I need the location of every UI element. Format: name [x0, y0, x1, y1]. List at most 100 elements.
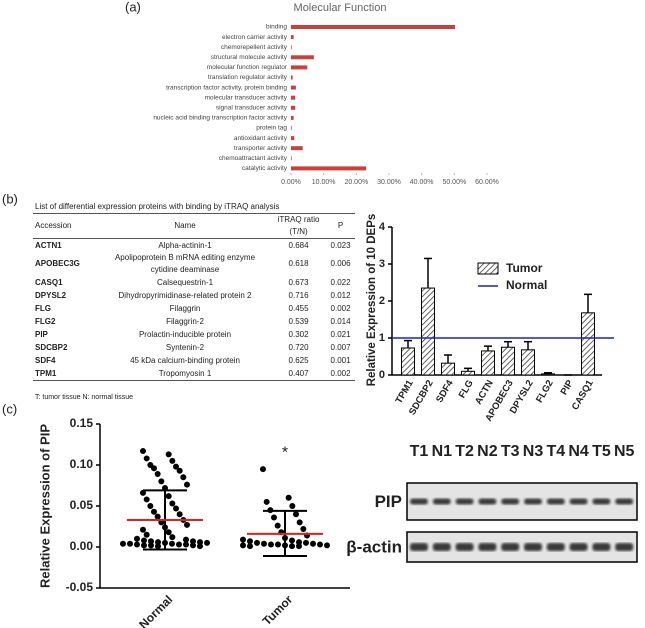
bar — [401, 347, 415, 376]
y-tick-label: 0.15 — [70, 416, 94, 430]
legend-label: Tumor — [506, 261, 543, 275]
blot-band — [410, 543, 428, 551]
data-point — [275, 541, 281, 548]
blot-row-label: PIP — [375, 492, 402, 511]
table-cell: 45 kDa calcium-binding protein — [130, 355, 240, 365]
data-point — [184, 481, 190, 488]
data-point — [154, 513, 161, 520]
x-tick-label: Normal — [136, 592, 175, 628]
header-row: Accession Name iTRAQ ratio (T/N) P — [33, 213, 355, 239]
chart-title: Molecular Function — [294, 2, 387, 14]
blot-band — [501, 543, 520, 551]
lane-label: N2 — [477, 443, 498, 460]
blot-band — [592, 498, 611, 505]
data-point — [165, 529, 172, 536]
panel-label: (a) — [125, 0, 141, 14]
data-point — [296, 543, 302, 550]
data-point — [148, 542, 154, 549]
data-point — [143, 496, 150, 503]
table-cell: 0.007 — [330, 342, 351, 352]
blot-band — [478, 498, 497, 505]
data-point — [204, 539, 210, 546]
x-tick-label: Tumor — [260, 592, 296, 628]
legend-swatch — [477, 262, 499, 275]
table-body: ACTN1 Alpha-actinin-1 0.684 0.023 APOBEC3G Ap… — [33, 239, 355, 381]
table-cell: 0.001 — [330, 355, 351, 365]
y-tick-label: 1 — [379, 332, 385, 344]
legend-label: Normal — [506, 278, 547, 292]
table-row: TPM1 Tropomyosin 1 0.407 0.002 — [33, 367, 355, 381]
bar — [421, 287, 435, 376]
x-tick-label: 60.00% — [475, 179, 499, 186]
header-text: (T/N) — [289, 227, 308, 236]
data-point — [143, 455, 150, 462]
table-cell: FLG2 — [35, 316, 56, 326]
category-label: binding — [266, 24, 287, 31]
blot-band — [524, 498, 542, 505]
header-cell: Accession — [33, 214, 99, 239]
category-label: molecular transducer activity — [205, 94, 288, 101]
lane-label: N4 — [568, 443, 589, 460]
data-point — [140, 526, 146, 533]
table-row: CASQ1 Calsequestrin-1 0.673 0.022 — [33, 276, 355, 289]
data-point — [261, 540, 267, 547]
table-cell: 0.302 — [288, 329, 309, 339]
data-point — [300, 525, 307, 532]
header-cell: Name — [99, 214, 271, 239]
y-tick-label: 0 — [379, 369, 385, 381]
bar — [441, 362, 455, 376]
data-point — [254, 539, 260, 546]
blot-band — [432, 498, 451, 505]
table-cell: FLG — [35, 303, 51, 313]
table-cell: TPM1 — [35, 368, 57, 378]
table-cell: Filaggrin — [169, 303, 201, 313]
bar — [461, 370, 475, 376]
data-point — [169, 457, 176, 464]
bar — [291, 85, 296, 90]
bar — [291, 156, 292, 161]
data-point — [120, 540, 126, 547]
blot-band — [455, 498, 474, 505]
data-point — [169, 534, 176, 541]
bar — [291, 105, 296, 110]
x-tick-label: FLG — [457, 378, 476, 400]
table-row: ACTN1 Alpha-actinin-1 0.684 0.023 — [33, 239, 355, 253]
data-point — [184, 521, 190, 528]
category-label: molecular function regulator — [207, 64, 288, 71]
x-tick-label: SDF4 — [434, 378, 456, 405]
table-cell: SDF4 — [35, 355, 56, 365]
y-tick-label: 0.00 — [70, 539, 94, 553]
header-cell: P — [326, 214, 355, 239]
panel-label: (c) — [2, 401, 17, 416]
header-text: iTRAQ ratio — [277, 215, 320, 224]
data-point — [260, 466, 266, 473]
blot-band — [569, 543, 588, 551]
data-point — [289, 503, 296, 509]
y-tick-label: 0.10 — [70, 457, 94, 471]
category-label: catalytic activity — [242, 165, 288, 172]
table-cell: Prolactin-inducible protein — [138, 329, 232, 339]
table-cell: 0.716 — [288, 290, 309, 300]
data-point — [155, 543, 161, 550]
lane-label: N5 — [614, 443, 635, 460]
table-cell: 0.455 — [288, 303, 309, 313]
data-point — [190, 542, 196, 549]
table-cell: 0.002 — [330, 368, 351, 378]
bar — [291, 146, 303, 151]
data-point — [197, 543, 203, 550]
x-tick-label: 40.00% — [410, 179, 434, 186]
table-row: APOBEC3G Apolipoprotein B mRNA editing en… — [33, 252, 355, 276]
table-footnote: T: tumor tissue N: normal tissue — [35, 394, 133, 401]
data-point — [176, 467, 183, 474]
data-point — [271, 514, 277, 521]
data-point — [134, 541, 140, 548]
blot-band — [569, 498, 588, 505]
data-point — [151, 465, 157, 472]
bar — [541, 373, 555, 376]
category-label: antioxidant activity — [234, 135, 288, 142]
data-point — [176, 511, 183, 518]
bar — [291, 25, 455, 29]
y-tick-label: 0.05 — [70, 498, 94, 512]
